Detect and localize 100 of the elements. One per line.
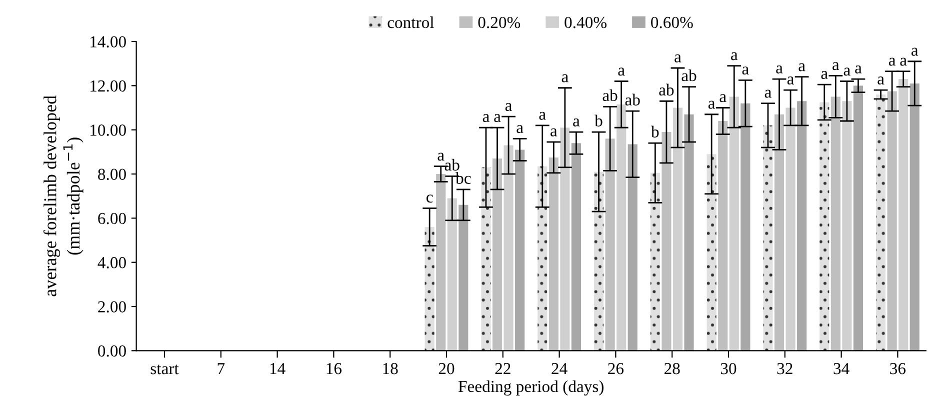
bar bbox=[910, 83, 920, 351]
data-label: a bbox=[798, 63, 806, 72]
legend-label: 0.60% bbox=[651, 16, 693, 28]
bar bbox=[672, 108, 683, 351]
data-label: ab bbox=[444, 158, 460, 171]
legend-label: 0.20% bbox=[478, 16, 520, 28]
bar bbox=[842, 101, 852, 351]
bar bbox=[492, 158, 502, 351]
legend-label: control bbox=[388, 16, 434, 28]
data-label: a bbox=[505, 103, 512, 111]
bar bbox=[729, 96, 739, 351]
bar bbox=[560, 128, 570, 351]
y-tick-label: 10.00 bbox=[90, 124, 126, 136]
data-label: ab bbox=[682, 69, 696, 82]
bar bbox=[458, 204, 468, 351]
data-label: a bbox=[742, 66, 749, 75]
x-tick-label: 28 bbox=[664, 362, 680, 374]
data-label: a bbox=[438, 152, 444, 161]
data-label: b bbox=[651, 126, 659, 138]
bar bbox=[605, 138, 615, 351]
data-label: a bbox=[832, 62, 840, 70]
bar bbox=[481, 167, 491, 351]
bar bbox=[740, 103, 750, 351]
x-tick-label: 24 bbox=[552, 363, 568, 374]
bar bbox=[797, 101, 807, 351]
bar bbox=[830, 96, 840, 351]
y-tick-label: 12.00 bbox=[90, 80, 126, 92]
y-tick-label: 8.00 bbox=[98, 168, 126, 180]
bar bbox=[876, 94, 886, 351]
y-tick-label: 2.00 bbox=[98, 301, 126, 313]
x-tick-label: 7 bbox=[218, 363, 225, 374]
data-label: a bbox=[888, 58, 896, 66]
data-label: a bbox=[539, 112, 546, 120]
data-label: c bbox=[426, 194, 433, 203]
bar bbox=[594, 172, 604, 351]
data-label: a bbox=[708, 100, 716, 109]
data-label: a bbox=[912, 48, 918, 56]
legend-label: 0.40% bbox=[564, 16, 606, 28]
data-label: ab bbox=[602, 89, 618, 102]
bar bbox=[820, 102, 830, 351]
x-tick-label: 34 bbox=[834, 363, 850, 374]
bar bbox=[662, 132, 672, 351]
bar bbox=[538, 166, 548, 351]
x-tick-label: 16 bbox=[326, 363, 342, 374]
x-tick-label: 20 bbox=[438, 362, 454, 374]
bar bbox=[616, 104, 626, 351]
data-label: a bbox=[878, 76, 884, 84]
data-label: a bbox=[764, 90, 772, 98]
data-label: a bbox=[674, 54, 682, 62]
x-tick-label: 30 bbox=[720, 362, 736, 374]
data-label: a bbox=[720, 94, 726, 102]
x-tick-label: 36 bbox=[890, 363, 906, 374]
data-label: a bbox=[482, 114, 490, 122]
x-tick-label: start bbox=[150, 364, 179, 374]
x-tick-label: 14 bbox=[270, 363, 286, 374]
data-label: a bbox=[562, 74, 568, 82]
x-tick-label: 26 bbox=[608, 363, 624, 374]
bar bbox=[548, 157, 558, 351]
bar bbox=[887, 91, 897, 351]
data-label: a bbox=[900, 58, 907, 66]
data-label: b bbox=[594, 114, 602, 126]
data-label: a bbox=[573, 118, 580, 126]
bar bbox=[718, 121, 728, 351]
data-label: a bbox=[550, 128, 558, 136]
bar bbox=[504, 145, 514, 351]
x-tick-label: 32 bbox=[777, 363, 792, 374]
bar bbox=[424, 227, 434, 351]
bar bbox=[447, 198, 457, 351]
data-label: a bbox=[731, 52, 738, 60]
bar bbox=[774, 114, 784, 351]
data-label: a bbox=[516, 125, 524, 134]
bar bbox=[436, 174, 446, 351]
bar bbox=[706, 154, 716, 351]
data-label: a bbox=[821, 70, 828, 79]
data-label: bc bbox=[456, 172, 471, 184]
data-label: a bbox=[494, 114, 501, 122]
data-label: a bbox=[787, 76, 794, 84]
data-label: ab bbox=[625, 94, 640, 106]
data-label: a bbox=[844, 68, 850, 76]
x-axis-title: Feeding period (days) bbox=[458, 380, 604, 396]
bar bbox=[515, 150, 525, 351]
y-tick-label: 14.00 bbox=[90, 36, 126, 48]
bar bbox=[898, 79, 908, 351]
bar bbox=[628, 144, 638, 351]
bar bbox=[786, 108, 796, 351]
bar bbox=[763, 125, 773, 351]
y-tick-label: 4.00 bbox=[98, 257, 126, 268]
x-tick-label: 22 bbox=[495, 363, 510, 374]
bar bbox=[650, 172, 660, 351]
bar bbox=[571, 143, 582, 351]
y-tick-label: 0.00 bbox=[98, 345, 126, 357]
bar bbox=[853, 86, 864, 351]
data-label: a bbox=[618, 68, 625, 76]
data-label: ab bbox=[659, 84, 674, 96]
data-label: a bbox=[855, 65, 862, 74]
y-tick-label: 6.00 bbox=[98, 212, 126, 224]
y-axis-title: average forelimb developed (mm·tadpole$^{−1}$) bbox=[43, 96, 84, 296]
x-tick-label: 18 bbox=[383, 362, 398, 374]
bar bbox=[684, 114, 694, 351]
data-label: a bbox=[776, 65, 783, 74]
